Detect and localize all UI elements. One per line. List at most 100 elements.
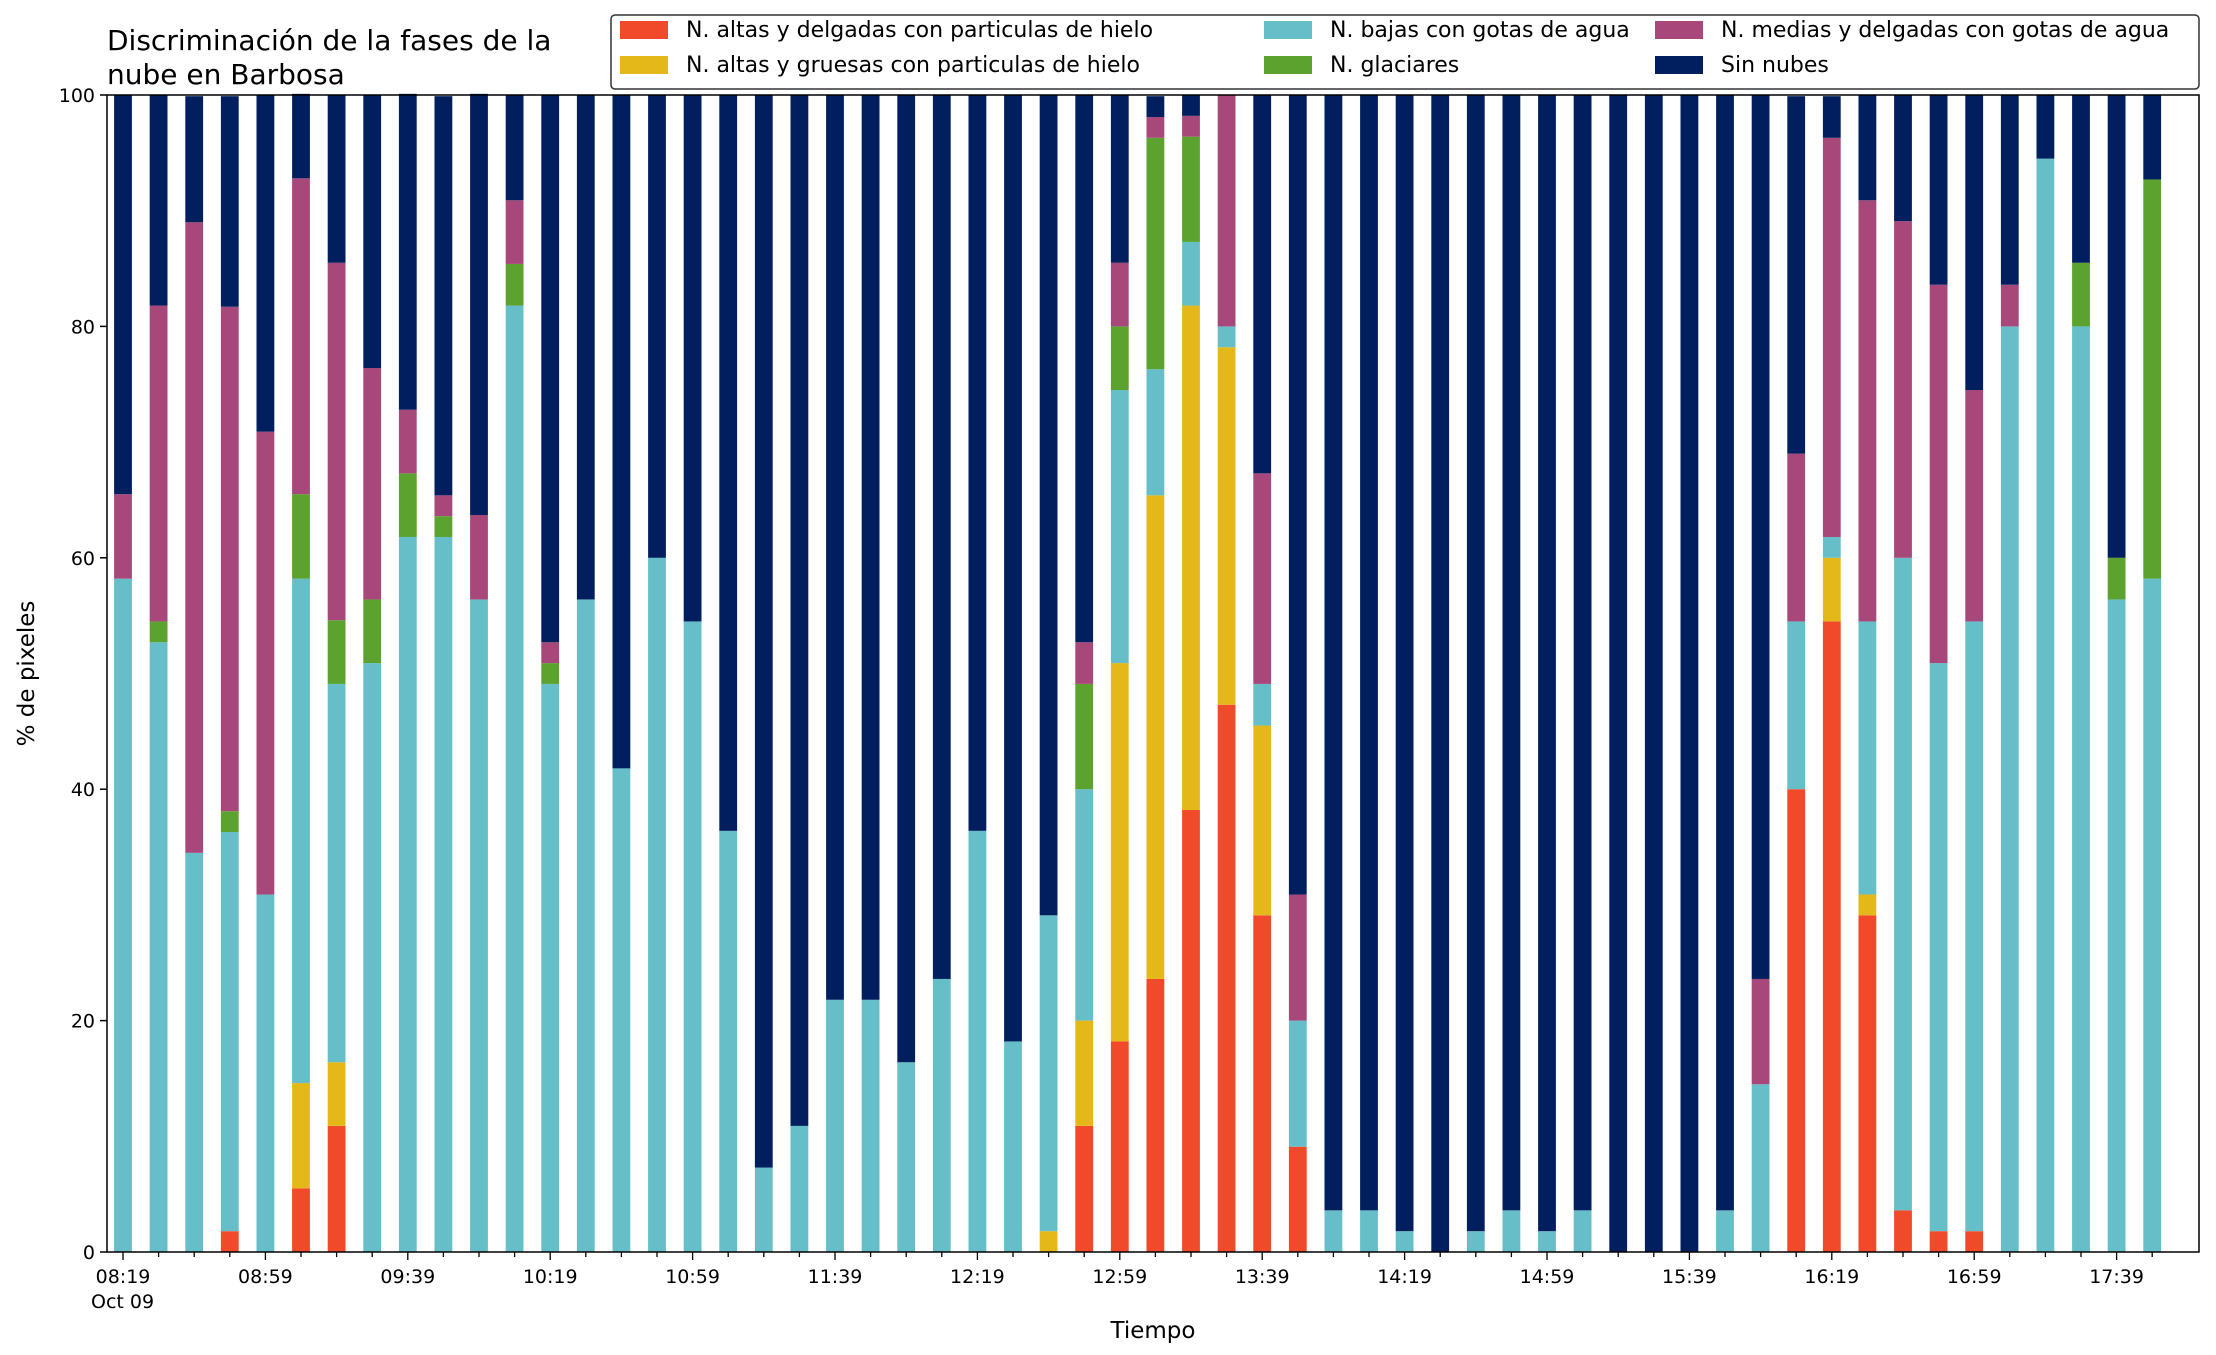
x-tick-label-10: 14:59 <box>1520 1266 1575 1288</box>
bar-segment-s3-30 <box>1182 136 1200 242</box>
bar-segment-s2-10 <box>470 599 488 1252</box>
bar-segment-s1-49 <box>1858 894 1877 916</box>
bar-segment-s5-38 <box>1466 95 1485 1232</box>
bar-segment-s2-35 <box>1360 1210 1378 1252</box>
bar-segment-s2-12 <box>541 683 560 1252</box>
bar-segment-s2-41 <box>1573 1210 1592 1252</box>
bar-segment-s4-1 <box>149 305 168 622</box>
bar-segment-s4-28 <box>1110 262 1129 327</box>
bar-segment-s5-32 <box>1253 95 1272 474</box>
bar-segment-s2-53 <box>2000 326 2019 1252</box>
bar-segment-s1-29 <box>1146 495 1165 979</box>
bar-segment-s5-51 <box>1929 95 1948 285</box>
bar-segment-s4-3 <box>220 306 239 812</box>
bar-segment-s2-50 <box>1894 557 1912 1211</box>
bar-segment-s2-26 <box>1039 915 1058 1232</box>
bar-segment-s1-31 <box>1217 347 1236 705</box>
y-tick-label-1: 20 <box>71 1011 95 1033</box>
bar-segment-s5-53 <box>2000 95 2019 285</box>
bar-segment-s5-18 <box>754 95 773 1168</box>
legend-label-4: N. medias y delgadas con gotas de agua <box>1721 18 2169 43</box>
bar-segment-s5-16 <box>683 95 702 622</box>
bar-segment-s4-47 <box>1787 453 1806 622</box>
x-axis-date-label: Oct 09 <box>91 1291 154 1313</box>
y-tick-label-5: 100 <box>59 85 95 107</box>
bar-segment-s3-12 <box>541 663 560 684</box>
x-tick-label-6: 12:19 <box>950 1266 1005 1288</box>
bar-segment-s4-32 <box>1253 473 1272 684</box>
bar-segment-s2-31 <box>1217 326 1236 348</box>
bar-segment-s5-17 <box>719 95 738 831</box>
bar-segment-s5-22 <box>897 95 916 1063</box>
bar-segment-s3-8 <box>398 473 417 537</box>
bar-segment-s5-39 <box>1502 95 1521 1211</box>
bar-segment-s1-30 <box>1182 305 1200 811</box>
bar-segment-s0-5 <box>292 1188 310 1252</box>
bar-segment-s2-24 <box>968 830 987 1252</box>
bar-segment-s3-11 <box>505 263 524 306</box>
y-tick-label-2: 40 <box>71 779 95 801</box>
bars-group <box>114 93 2162 1252</box>
bar-segment-s5-46 <box>1751 95 1770 979</box>
bar-segment-s2-2 <box>185 852 204 1252</box>
legend-swatch-5 <box>1655 56 1703 74</box>
x-axis: 08:19 08:59 09:39 10:19 10:59 11:39 12:19 12:59… <box>96 1252 2153 1288</box>
legend-label-3: N. glaciares <box>1330 53 1459 78</box>
bar-segment-s5-42 <box>1609 95 1628 1252</box>
bar-segment-s0-49 <box>1858 915 1877 1252</box>
bar-segment-s5-56 <box>2107 95 2126 558</box>
bar-segment-s5-55 <box>2072 95 2090 263</box>
bar-segment-s2-56 <box>2107 599 2126 1252</box>
bar-segment-s0-31 <box>1217 704 1236 1252</box>
bar-segment-s2-16 <box>683 621 702 1252</box>
bar-segment-s2-45 <box>1716 1210 1734 1252</box>
bar-segment-s5-8 <box>398 93 417 410</box>
bar-segment-s0-52 <box>1965 1231 1984 1252</box>
bar-segment-s5-26 <box>1039 95 1058 916</box>
bar-segment-s2-20 <box>826 999 844 1252</box>
bar-segment-s0-33 <box>1288 1146 1307 1252</box>
bar-segment-s2-28 <box>1110 390 1129 664</box>
bar-segment-s1-48 <box>1822 557 1841 622</box>
bar-segment-s2-17 <box>719 830 738 1252</box>
bar-segment-s4-10 <box>470 514 488 600</box>
bar-segment-s5-37 <box>1431 95 1450 1252</box>
bar-segment-s4-27 <box>1075 642 1094 684</box>
bar-segment-s5-54 <box>2036 95 2055 159</box>
bar-segment-s4-46 <box>1751 978 1770 1085</box>
bar-segment-s2-39 <box>1502 1210 1521 1252</box>
y-tick-label-4: 80 <box>71 316 95 338</box>
legend: N. altas y delgadas con particulas de hi… <box>610 14 2200 90</box>
bar-segment-s5-48 <box>1822 96 1841 138</box>
bar-segment-s4-49 <box>1858 200 1877 622</box>
bar-segment-s2-57 <box>2143 578 2162 1252</box>
bar-segment-s2-19 <box>790 1125 809 1252</box>
bar-segment-s2-22 <box>897 1062 916 1252</box>
bar-segment-s4-6 <box>327 262 346 621</box>
bar-segment-s5-43 <box>1644 95 1663 1252</box>
bar-segment-s4-30 <box>1182 115 1200 137</box>
bar-segment-s2-30 <box>1182 241 1200 306</box>
bar-segment-s2-40 <box>1538 1231 1556 1252</box>
bar-segment-s5-4 <box>256 95 275 432</box>
bar-segment-s2-27 <box>1075 789 1094 1021</box>
bar-segment-s4-48 <box>1822 137 1841 537</box>
bar-segment-s2-0 <box>114 578 132 1252</box>
bar-segment-s0-3 <box>220 1231 239 1252</box>
legend-swatch-3 <box>1264 56 1312 74</box>
bar-segment-s2-6 <box>327 683 346 1063</box>
bar-segment-s5-19 <box>790 95 809 1126</box>
bar-segment-s5-49 <box>1858 95 1877 201</box>
bar-segment-s5-44 <box>1680 95 1699 1252</box>
bar-segment-s5-15 <box>648 95 666 558</box>
x-tick-label-2: 09:39 <box>380 1266 435 1288</box>
bar-segment-s2-36 <box>1395 1231 1414 1252</box>
bar-segment-s4-29 <box>1146 116 1165 138</box>
bar-segment-s2-52 <box>1965 621 1984 1232</box>
y-axis-label: % de pixeles <box>14 601 40 747</box>
bar-segment-s5-11 <box>505 95 524 201</box>
x-tick-label-13: 16:59 <box>1947 1266 2002 1288</box>
bar-segment-s5-52 <box>1965 95 1984 391</box>
x-tick-label-4: 10:59 <box>665 1266 720 1288</box>
y-tick-label-0: 0 <box>83 1242 95 1264</box>
